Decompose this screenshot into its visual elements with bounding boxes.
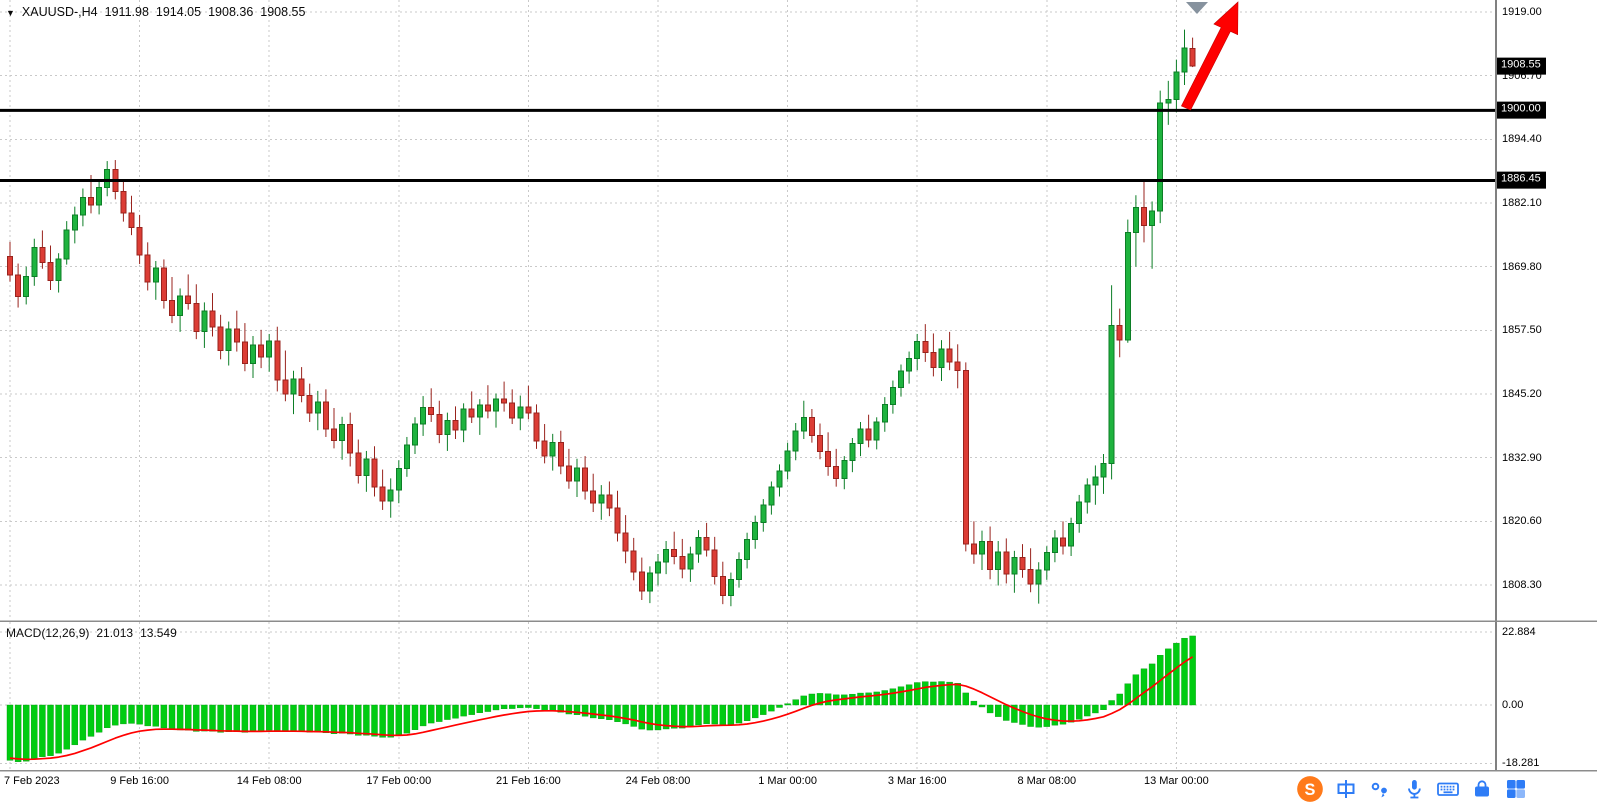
- ime-chinese-mode-icon[interactable]: [1334, 777, 1358, 801]
- symbol-dropdown-icon[interactable]: ▼: [6, 7, 15, 18]
- time-axis-label: 13 Mar 00:00: [1143, 775, 1209, 787]
- macd-main-value: 21.013: [96, 626, 134, 640]
- price-axis-label: 1882.10: [1502, 197, 1542, 209]
- price-axis-label: 1845.20: [1502, 388, 1542, 400]
- price-axis-label: 1919.00: [1502, 6, 1542, 18]
- ohlc-high-value: 1914.05: [155, 5, 202, 19]
- price-axis-label: 1832.90: [1502, 451, 1542, 464]
- ime-toolbox-bag-icon[interactable]: [1470, 777, 1494, 801]
- sogou-input-logo-icon[interactable]: S: [1296, 775, 1324, 803]
- price-axis-label: 1857.50: [1502, 324, 1542, 337]
- taskbar-tray: S: [1296, 772, 1528, 806]
- price-axis-label: 1894.40: [1502, 133, 1542, 146]
- price-axis-label: 1808.30: [1502, 579, 1542, 591]
- time-axis-label: 9 Feb 16:00: [110, 775, 169, 787]
- ohlc-low-value: 1908.36: [208, 5, 254, 19]
- current-price-badge: 1908.55: [1497, 57, 1546, 75]
- time-axis-label: 8 Mar 08:00: [1017, 775, 1077, 787]
- time-axis-label: 21 Feb 16:00: [495, 775, 561, 787]
- price-axis-label: 1820.60: [1502, 515, 1542, 528]
- price-level-badge: 1900.00: [1497, 101, 1546, 119]
- soft-keyboard-icon[interactable]: [1436, 777, 1460, 801]
- voice-input-mic-icon[interactable]: [1402, 777, 1426, 801]
- price-axis-label: 1869.80: [1502, 260, 1542, 273]
- ohlc-close-value: 1908.55: [260, 5, 306, 19]
- marker-triangle-annotation[interactable]: [1186, 2, 1208, 14]
- time-axis-label: 3 Mar 16:00: [887, 775, 947, 787]
- logo-letter: S: [1305, 781, 1316, 799]
- symbol-info-bar: ▼ XAUUSD-,H4 1911.98 1914.05 1908.36 190…: [6, 5, 305, 19]
- macd-axis-label: 0.00: [1502, 699, 1524, 711]
- macd-axis-label: -18.281: [1502, 757, 1540, 770]
- trend-arrow-annotation[interactable]: [1180, 1, 1239, 111]
- price-level-badge: 1886.45: [1497, 172, 1546, 189]
- macd-axis-label: 22.884: [1502, 626, 1536, 638]
- time-axis-label: 1 Mar 00:00: [758, 775, 817, 787]
- macd-signal-value: 13.549: [140, 626, 177, 640]
- time-axis-label: 17 Feb 00:00: [366, 775, 432, 787]
- symbol-period-label: XAUUSD-,H4: [21, 5, 98, 19]
- time-axis-label: 24 Feb 08:00: [625, 775, 691, 787]
- time-axis-label: 14 Feb 08:00: [236, 775, 302, 787]
- logo-circle: [1297, 776, 1323, 802]
- time-axis-label: 7 Feb 2023: [4, 775, 60, 787]
- ime-toolbox-grid-icon[interactable]: [1504, 777, 1528, 801]
- macd-indicator-header: MACD(12,26,9) 21.013 13.549: [6, 626, 177, 640]
- ohlc-open-value: 1911.98: [104, 5, 149, 19]
- ime-punctuation-icon[interactable]: [1368, 777, 1392, 801]
- macd-title: MACD(12,26,9): [6, 626, 90, 640]
